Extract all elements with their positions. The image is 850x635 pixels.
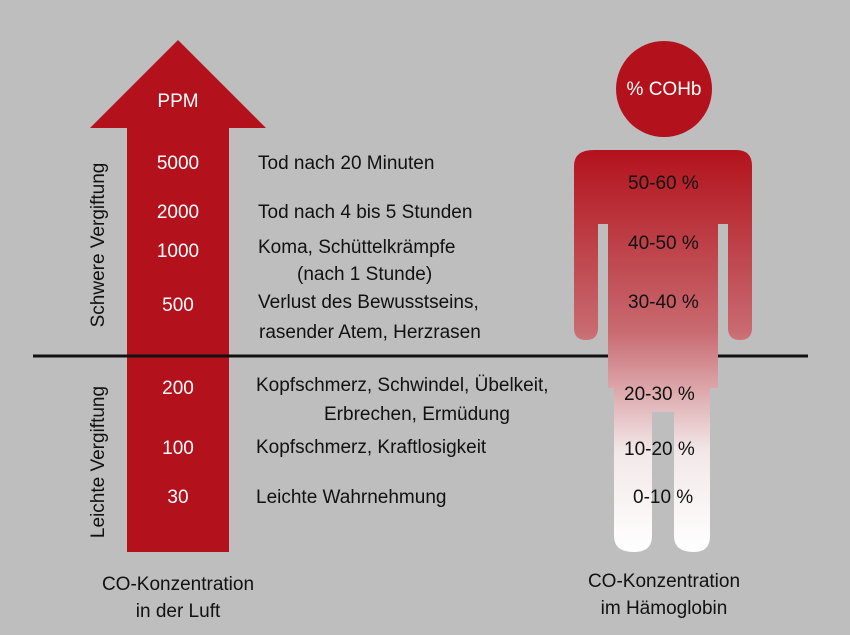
ppm-value: 1000 — [156, 241, 200, 262]
air-caption-line: CO-Konzentration — [101, 574, 255, 595]
ppm-value: 500 — [162, 295, 194, 316]
mild-poisoning-label: Leichte Vergiftung — [88, 385, 109, 539]
effect-text: (nach 1 Stunde) — [297, 264, 433, 285]
ppm-unit-label: PPM — [157, 91, 199, 112]
cohb-range: 30-40 % — [628, 292, 699, 313]
cohb-range: 10-20 % — [624, 439, 695, 460]
cohb-range: 0-10 % — [633, 487, 694, 508]
cohb-range: 50-60 % — [628, 173, 699, 194]
ppm-value: 2000 — [156, 202, 200, 223]
ppm-arrow — [90, 40, 266, 552]
hemoglobin-caption-line: im Hämoglobin — [600, 598, 728, 619]
hemoglobin-caption-line: CO-Konzentration — [587, 571, 741, 592]
effect-text: Verlust des Bewusstseins, — [258, 292, 479, 313]
severe-poisoning-label: Schwere Vergiftung — [88, 162, 109, 328]
cohb-range: 40-50 % — [628, 233, 699, 254]
effect-text: Kopfschmerz, Schwindel, Übelkeit, — [256, 375, 549, 396]
effect-text: Erbrechen, Ermüdung — [324, 404, 510, 425]
figure-head — [616, 41, 712, 137]
effect-text: Koma, Schüttelkrämpfe — [258, 237, 456, 258]
ppm-value: 30 — [167, 487, 189, 508]
effect-text: Tod nach 4 bis 5 Stunden — [258, 202, 473, 223]
figure-body — [574, 150, 752, 552]
ppm-value: 100 — [162, 438, 194, 459]
effect-text: Leichte Wahrnehmung — [256, 487, 447, 508]
ppm-value: 200 — [162, 378, 194, 399]
air-caption-line: in der Luft — [135, 601, 221, 622]
ppm-value: 5000 — [156, 153, 200, 174]
cohb-range: 20-30 % — [624, 384, 695, 405]
cohb-unit-label: % COHb — [626, 79, 702, 100]
human-figure — [574, 41, 752, 552]
effect-text: rasender Atem, Herzrasen — [259, 322, 481, 343]
effect-text: Kopfschmerz, Kraftlosigkeit — [256, 437, 487, 458]
effect-text: Tod nach 20 Minuten — [258, 153, 435, 174]
